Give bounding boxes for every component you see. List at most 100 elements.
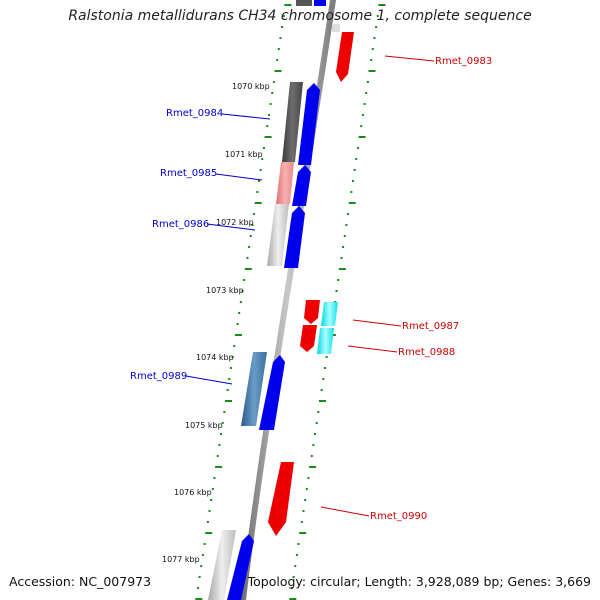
- gene-label-rmet-0985[interactable]: Rmet_0985: [160, 168, 217, 179]
- tick-mark: [315, 422, 318, 424]
- tick-mark: [274, 70, 282, 72]
- tick-mark: [195, 598, 203, 600]
- tick-mark: [320, 389, 323, 391]
- tick-mark: [319, 400, 326, 402]
- kbp-label: 1070 kbp: [232, 82, 270, 91]
- tick-mark: [238, 312, 241, 314]
- gene-label-rmet-0989[interactable]: Rmet_0989: [130, 371, 187, 382]
- gene-label-rmet-0990[interactable]: Rmet_0990: [370, 511, 427, 522]
- tick-mark: [203, 543, 206, 545]
- tick-mark: [267, 114, 270, 116]
- tick-mark: [213, 477, 216, 479]
- gene-labels: Rmet_0983 Rmet_0984 Rmet_0985 Rmet_0986 …: [130, 56, 492, 522]
- tick-mark: [368, 70, 376, 72]
- tick-mark: [366, 81, 369, 83]
- tick-mark: [347, 213, 350, 215]
- tick-mark: [304, 499, 307, 501]
- kbp-label: 1076 kbp: [174, 488, 212, 497]
- tick-mark: [272, 81, 275, 83]
- tick-mark: [295, 554, 298, 556]
- tick-mark: [269, 103, 272, 105]
- tick-mark: [281, 26, 284, 28]
- kbp-label: 1071 kbp: [225, 150, 263, 159]
- tick-mark: [342, 246, 345, 248]
- kbp-label: 1077 kbp: [162, 555, 200, 564]
- gene-label-rmet-0983[interactable]: Rmet_0983: [435, 56, 492, 67]
- tick-mark: [271, 92, 274, 94]
- gene-arrow-rmet-0984: [298, 83, 320, 165]
- gene-label-rmet-0988[interactable]: Rmet_0988: [398, 347, 455, 358]
- tick-mark: [246, 257, 249, 259]
- tick-mark: [373, 37, 376, 39]
- gene-block-top-gray: [296, 0, 312, 6]
- gene-block-rmet-0987: [321, 302, 338, 326]
- tick-mark: [243, 279, 246, 281]
- tick-mark: [353, 169, 356, 171]
- tick-mark: [225, 400, 232, 402]
- tick-mark: [229, 367, 232, 369]
- tick-mark: [234, 334, 242, 336]
- tick-mark: [375, 26, 378, 28]
- tick-mark: [292, 576, 295, 578]
- tick-mark: [289, 598, 297, 600]
- tick-mark: [220, 433, 223, 435]
- gene-block-rmet-0984: [282, 82, 303, 162]
- position-labels: 1070 kbp 1071 kbp 1072 kbp 1073 kbp 1074…: [162, 82, 270, 564]
- tick-mark: [325, 356, 328, 358]
- gene-label-rmet-0986[interactable]: Rmet_0986: [152, 219, 209, 230]
- tick-mark: [253, 213, 256, 215]
- tick-mark: [215, 466, 223, 468]
- tick-mark: [211, 488, 214, 490]
- tick-mark: [335, 290, 338, 292]
- gene-arrow-rmet-0988: [300, 325, 317, 352]
- tick-mark: [365, 92, 368, 94]
- tick-mark: [302, 510, 305, 512]
- tick-mark: [322, 378, 325, 380]
- tick-mark: [338, 268, 346, 270]
- tick-mark: [279, 37, 282, 39]
- tick-mark: [294, 565, 297, 567]
- kbp-label: 1075 kbp: [185, 421, 223, 430]
- gene-label-rmet-0984[interactable]: Rmet_0984: [166, 108, 223, 119]
- tick-mark: [208, 510, 211, 512]
- tick-mark: [231, 356, 234, 358]
- tick-mark: [248, 246, 251, 248]
- gene-arrow-top-blue: [314, 0, 326, 6]
- map-title: Ralstonia metallidurans CH34 chromosome …: [68, 8, 532, 24]
- gene-arrow-rmet-0983: [336, 32, 354, 82]
- tick-mark: [206, 521, 209, 523]
- tick-mark: [284, 4, 292, 6]
- tick-mark: [370, 59, 373, 61]
- tick-mark: [236, 323, 239, 325]
- tick-mark: [233, 345, 236, 347]
- kbp-label: 1072 kbp: [216, 218, 254, 227]
- tick-mark: [360, 125, 363, 127]
- tick-mark: [198, 576, 201, 578]
- gene-block-rmet-0986: [267, 204, 289, 266]
- tick-mark: [228, 378, 231, 380]
- tick-mark: [378, 4, 386, 6]
- tick-mark: [317, 411, 320, 413]
- gene-label-rmet-0987[interactable]: Rmet_0987: [402, 321, 459, 332]
- tick-mark: [196, 587, 199, 589]
- tick-mark: [314, 433, 317, 435]
- tick-mark: [348, 202, 356, 204]
- tick-mark: [310, 455, 313, 457]
- tick-mark: [337, 279, 340, 281]
- tick-mark: [343, 235, 346, 237]
- tick-mark: [218, 444, 221, 446]
- tick-mark: [345, 224, 348, 226]
- tick-mark: [376, 15, 379, 17]
- tick-mark: [244, 268, 252, 270]
- tick-mark: [340, 257, 343, 259]
- tick-mark: [290, 587, 293, 589]
- tick-mark: [254, 202, 262, 204]
- tick-mark: [305, 488, 308, 490]
- tick-mark: [266, 125, 269, 127]
- tick-mark: [226, 389, 229, 391]
- kbp-label: 1073 kbp: [206, 286, 244, 295]
- gene-arrow-rmet-0986: [284, 206, 305, 268]
- gene-arrow-rmet-0989: [259, 355, 285, 430]
- kbp-label: 1074 kbp: [196, 353, 234, 362]
